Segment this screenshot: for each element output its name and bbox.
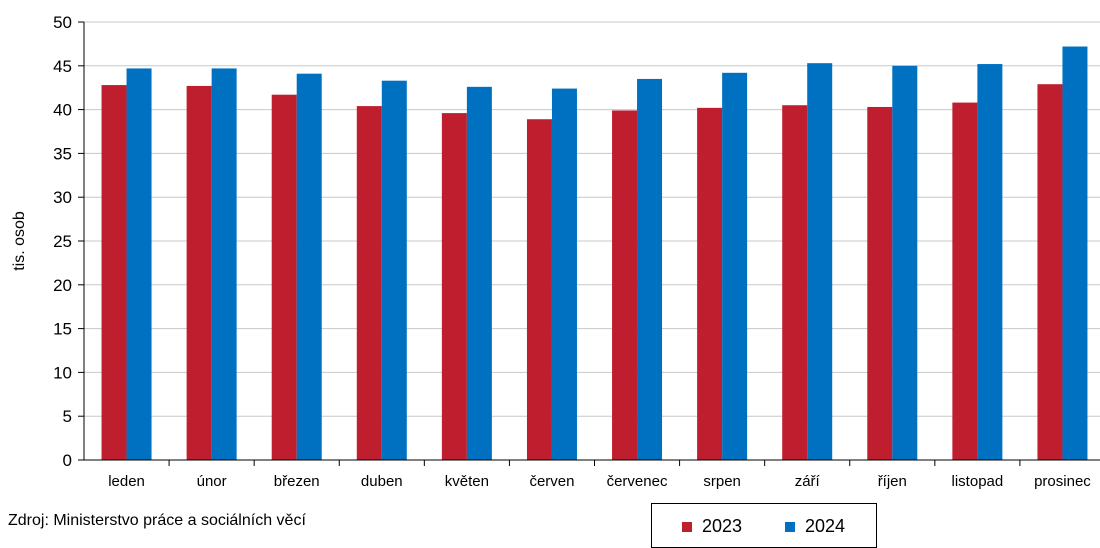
y-tick-label: 30: [53, 188, 72, 207]
x-tick-label: prosinec: [1034, 473, 1091, 490]
bar-2024-květen: [467, 87, 492, 460]
bar-2024-říjen: [892, 66, 917, 460]
bar-2023-červen: [527, 119, 552, 460]
y-tick-label: 45: [53, 57, 72, 76]
bar-2023-květen: [442, 113, 467, 460]
bar-2024-duben: [382, 81, 407, 460]
legend-swatch-2023: [682, 522, 692, 532]
bars: [102, 47, 1088, 460]
x-tick-label: srpen: [703, 473, 741, 490]
bar-2024-prosinec: [1062, 47, 1087, 460]
x-tick-label: březen: [274, 473, 320, 490]
x-tick-label: duben: [361, 473, 403, 490]
legend-item-2023: 2023: [682, 516, 742, 537]
bar-2023-duben: [357, 106, 382, 460]
bar-2023-srpen: [697, 108, 722, 460]
bar-2024-listopad: [977, 64, 1002, 460]
legend-label-2024: 2024: [805, 516, 845, 537]
bar-2024-leden: [127, 68, 152, 460]
source-note: Zdroj: Ministerstvo práce a sociálních v…: [8, 512, 306, 530]
y-tick-label: 5: [63, 407, 72, 426]
x-tick-label: září: [795, 473, 821, 490]
bar-2023-září: [782, 105, 807, 460]
y-tick-label: 40: [53, 101, 72, 120]
y-tick-label: 20: [53, 276, 72, 295]
bar-2023-leden: [102, 85, 127, 460]
x-tick-label: leden: [108, 473, 145, 490]
y-tick-label: 10: [53, 363, 72, 382]
bar-2023-prosinec: [1037, 84, 1062, 460]
x-tick-label: únor: [197, 473, 227, 490]
bar-2024-srpen: [722, 73, 747, 460]
y-tick-label: 25: [53, 232, 72, 251]
legend-item-2024: 2024: [785, 516, 845, 537]
x-tick-label: červen: [529, 473, 574, 490]
x-tick-label: květen: [445, 473, 489, 490]
bar-2023-listopad: [952, 103, 977, 460]
bar-2023-říjen: [867, 107, 892, 460]
x-tick-label: listopad: [952, 473, 1004, 490]
x-category-labels: leden únor březen duben květen červen červenec…: [108, 473, 1091, 490]
legend: 2023 2024: [651, 503, 877, 548]
bar-2023-červenec: [612, 110, 637, 460]
bar-2024-červenec: [637, 79, 662, 460]
bar-chart: 0 5 10 15 20 25 30 35 40 45 50 leden únor březen dube…: [0, 0, 1100, 500]
legend-label-2023: 2023: [702, 516, 742, 537]
x-tick-label: červenec: [607, 473, 668, 490]
y-tick-label: 15: [53, 320, 72, 339]
y-tick-label: 50: [53, 13, 72, 32]
y-tick-labels: 0 5 10 15 20 25 30 35 40 45 50: [53, 13, 72, 470]
bar-2024-červen: [552, 89, 577, 460]
bar-2024-únor: [212, 68, 237, 460]
x-tick-label: říjen: [878, 473, 907, 490]
bar-2024-březen: [297, 74, 322, 460]
y-tick-label: 35: [53, 144, 72, 163]
bar-2024-září: [807, 63, 832, 460]
bar-2023-únor: [187, 86, 212, 460]
legend-swatch-2024: [785, 522, 795, 532]
y-axis-label: tis. osob: [11, 211, 28, 271]
bar-2023-březen: [272, 95, 297, 460]
y-tick-label: 0: [63, 451, 72, 470]
